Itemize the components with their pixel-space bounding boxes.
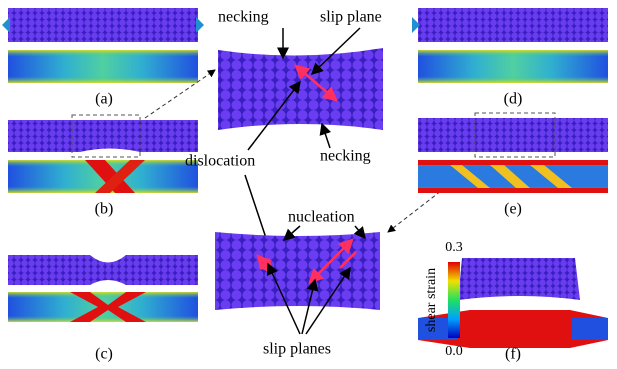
panel-e: (e)	[418, 113, 608, 218]
panel-label: (a)	[95, 91, 113, 108]
annotation: dislocation	[185, 153, 255, 170]
panel-c: (c)	[8, 255, 198, 363]
panel-label: (d)	[504, 91, 523, 108]
panel-label: (b)	[95, 201, 114, 218]
panel-b: (b)	[8, 115, 198, 218]
annotation: slip planes	[263, 341, 331, 358]
panel-label: (f)	[505, 346, 521, 363]
annotation: necking	[320, 148, 371, 165]
annotation: necking	[218, 9, 269, 26]
annotation: slip plane	[320, 9, 382, 26]
colorbar-min: 0.0	[445, 344, 463, 359]
figure: (a) (b) (c) necking slip plane necking d…	[0, 0, 617, 369]
zoom-nucleation: nucleation slip planes	[215, 209, 380, 358]
panel-d: (d)	[412, 8, 608, 108]
colorbar-max: 0.3	[445, 240, 463, 255]
panel-label: (e)	[504, 201, 522, 218]
annotation: nucleation	[288, 209, 355, 226]
panel-label: (c)	[95, 346, 113, 363]
zoom-necking: necking slip plane necking	[218, 9, 383, 165]
panel-a: (a)	[2, 8, 204, 108]
colorbar-title: shear strain	[424, 268, 439, 332]
